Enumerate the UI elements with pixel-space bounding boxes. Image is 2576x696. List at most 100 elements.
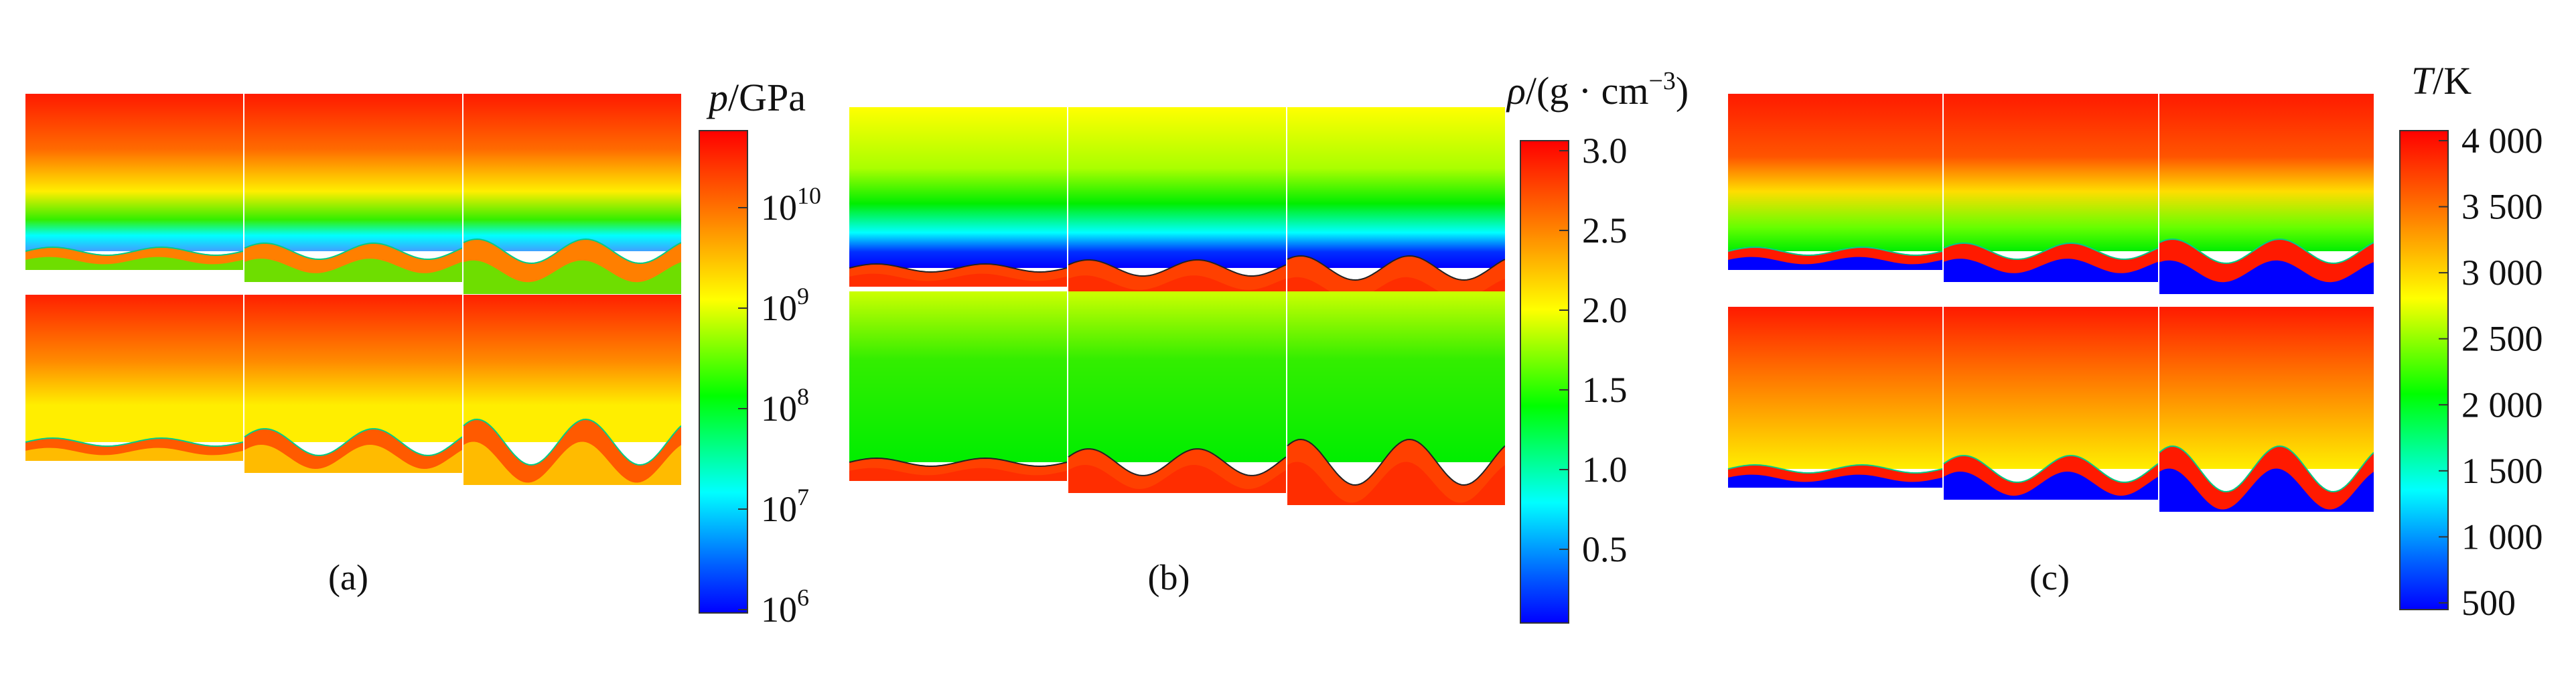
colorbar-tick-label: 0.5 — [1582, 529, 1628, 569]
colorbar-tick-label: 109 — [761, 283, 809, 328]
separator — [1505, 107, 1506, 311]
field-region — [25, 94, 243, 251]
interface-line — [2159, 238, 2374, 265]
colorbar-b: ρ/(g · cm−3) 3.0 2.5 2.0 1.5 1.0 0.5 — [1506, 67, 1689, 624]
field-region — [1287, 291, 1505, 462]
field-region — [849, 291, 1067, 462]
field-region — [244, 295, 462, 442]
colorbar-tick-label: 107 — [761, 484, 809, 529]
subplot-b-r2-c1 — [849, 291, 1068, 481]
subplot-b-r1-c1 — [849, 107, 1068, 287]
inner-layer — [1068, 465, 1286, 493]
field-region — [2159, 94, 2374, 251]
panel-c-field — [1727, 94, 2375, 512]
inner-layer — [25, 257, 243, 270]
separator — [2158, 307, 2159, 500]
colorbar-tick-label: 4 000 — [2461, 121, 2543, 161]
interface-line — [25, 437, 244, 447]
colorbar-unit-exponent: −3 — [1648, 67, 1675, 95]
colorbar-tick-label: 2 500 — [2461, 319, 2543, 359]
subplot-b-r2-c2 — [1068, 291, 1287, 493]
interface-line — [1727, 246, 1943, 257]
field-region — [849, 107, 1067, 268]
subplot-a-r1-c3 — [463, 94, 683, 294]
separator — [2158, 94, 2159, 282]
colorbar-title: p/GPa — [706, 76, 806, 119]
field-region — [1287, 107, 1505, 268]
caption-b: (b) — [1148, 557, 1190, 598]
field-region — [1068, 107, 1286, 268]
colorbar-tick-label: 2.5 — [1582, 210, 1628, 251]
field-region — [244, 94, 462, 251]
inner-layer — [849, 273, 1067, 287]
inner-layer — [25, 447, 243, 461]
colorbar-tick-label: 1 000 — [2461, 516, 2543, 557]
separator — [2374, 307, 2375, 512]
inner-layer — [849, 468, 1067, 481]
subplot-c-r1-c1 — [1727, 94, 1944, 270]
separator — [462, 295, 463, 473]
interface-line — [1943, 242, 2159, 260]
colorbar-tick-label: 1 500 — [2461, 451, 2543, 491]
subplot-a-r1-c2 — [244, 94, 463, 282]
inner-layer — [244, 259, 462, 282]
separator — [1067, 291, 1068, 481]
subplot-a-r1-c1 — [25, 94, 244, 270]
inner-layer — [2159, 260, 2374, 294]
inner-layer — [1728, 257, 1942, 270]
interface-line — [1287, 255, 1506, 281]
interface-line — [1943, 455, 2159, 483]
colorbar-symbol: T — [2411, 59, 2435, 102]
interface-line — [463, 418, 682, 466]
subplot-a-r2-c3 — [463, 295, 683, 485]
colorbar-unit: /GPa — [728, 76, 806, 119]
field-region — [463, 295, 681, 442]
field-region — [1944, 307, 2158, 469]
panel-a-field — [25, 94, 683, 485]
subplot-b-r1-c3 — [1287, 107, 1506, 311]
field-region — [1068, 291, 1286, 462]
colorbar-title: ρ/(g · cm−3) — [1506, 67, 1689, 113]
inner-layer — [1944, 259, 2158, 282]
subplot-c-r2-c1 — [1727, 307, 1944, 488]
separator — [243, 295, 244, 461]
separator — [1942, 94, 1944, 270]
inner-layer — [1287, 462, 1505, 505]
colorbar-tick-label: 108 — [761, 383, 809, 429]
colorbar-tick-label: 2.0 — [1582, 290, 1628, 330]
interface-line — [463, 238, 682, 265]
subplot-c-r1-c3 — [2159, 94, 2375, 294]
colorbar-tick-label: 106 — [761, 584, 809, 630]
inner-layer — [463, 441, 681, 485]
colorbar-gradient — [1520, 140, 1569, 624]
separator — [681, 94, 683, 294]
separator — [1286, 107, 1287, 299]
separator — [462, 94, 463, 282]
separator — [1942, 307, 1944, 488]
interface-line — [244, 242, 463, 260]
interface-line — [244, 428, 463, 456]
caption-c: (c) — [2029, 557, 2070, 598]
subplot-c-r1-c2 — [1943, 94, 2159, 282]
separator — [1505, 291, 1506, 505]
colorbar-c: T/K 4 000 3 500 3 000 2 500 2 000 1 500 1 000 50… — [2399, 59, 2543, 623]
colorbar-a: p/GPa 1010 109 108 107 106 — [699, 76, 821, 630]
interface-line — [2159, 445, 2374, 493]
caption-a: (a) — [328, 557, 368, 598]
interface-line — [1287, 438, 1506, 486]
panel-b-field — [849, 107, 1506, 505]
colorbar-tick-label: 2 000 — [2461, 385, 2543, 425]
colorbar-tick-label: 3.0 — [1582, 131, 1628, 171]
interface-line — [25, 246, 244, 257]
subplot-c-r2-c2 — [1943, 307, 2159, 500]
interface-line — [1727, 464, 1943, 474]
separator — [243, 94, 244, 270]
colorbar-gradient — [2399, 130, 2449, 610]
inner-layer — [1728, 474, 1942, 488]
colorbar-symbol: ρ — [1506, 69, 1526, 113]
colorbar-unit: /(g · cm — [1526, 69, 1649, 113]
colorbar-tick-label: 500 — [2461, 583, 2516, 623]
inner-layer — [244, 445, 462, 473]
subplot-b-r2-c3 — [1287, 291, 1506, 505]
